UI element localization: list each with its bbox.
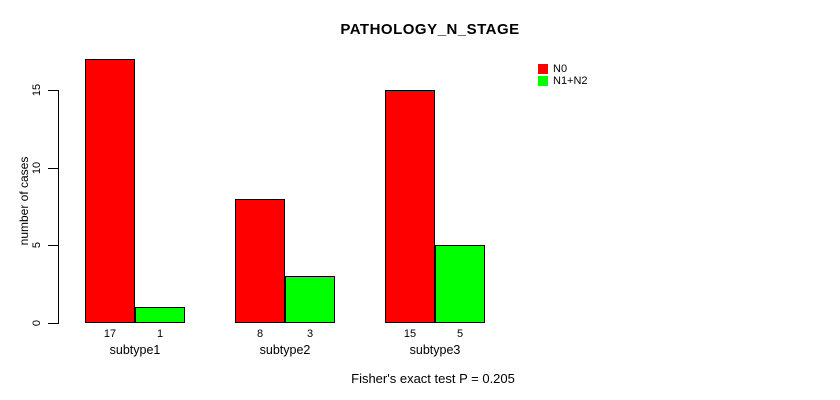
- chart-title: PATHOLOGY_N_STAGE: [340, 21, 520, 38]
- bar-value-label: 15: [403, 328, 417, 340]
- legend-swatch: [538, 76, 548, 86]
- bar-value-label: 17: [103, 328, 117, 340]
- bar-n1-n2-subtype3: [435, 245, 485, 323]
- y-axis-tick-label: 10: [31, 161, 43, 175]
- bar-n0-subtype1: [85, 59, 135, 323]
- y-axis-tick: [48, 245, 58, 246]
- bar-value-label: 8: [256, 328, 264, 340]
- legend-label: N1+N2: [553, 75, 588, 87]
- legend: N0 N1+N2: [538, 63, 588, 87]
- y-axis-tick: [48, 323, 58, 324]
- y-axis-tick: [48, 90, 58, 91]
- legend-item: N1+N2: [538, 75, 588, 87]
- bar-value-label: 3: [306, 328, 314, 340]
- y-axis-tick-label: 15: [31, 83, 43, 97]
- legend-label: N0: [553, 63, 568, 75]
- y-axis-tick-label: 0: [31, 319, 43, 327]
- annotation-text: Fisher's exact test P = 0.205: [351, 371, 515, 386]
- bar-value-label: 5: [456, 328, 464, 340]
- bar-n0-subtype2: [235, 199, 285, 323]
- bar-n1-n2-subtype1: [135, 307, 185, 323]
- bar-n1-n2-subtype2: [285, 276, 335, 323]
- legend-item: N0: [538, 63, 588, 75]
- x-category-label: subtype3: [409, 343, 461, 357]
- x-category-label: subtype1: [109, 343, 161, 357]
- y-axis-line: [58, 90, 59, 324]
- x-category-label: subtype2: [259, 343, 311, 357]
- y-axis-tick-label: 5: [31, 241, 43, 249]
- y-axis-tick: [48, 168, 58, 169]
- bar-value-label: 1: [156, 328, 164, 340]
- legend-swatch: [538, 64, 548, 74]
- bar-n0-subtype3: [385, 90, 435, 323]
